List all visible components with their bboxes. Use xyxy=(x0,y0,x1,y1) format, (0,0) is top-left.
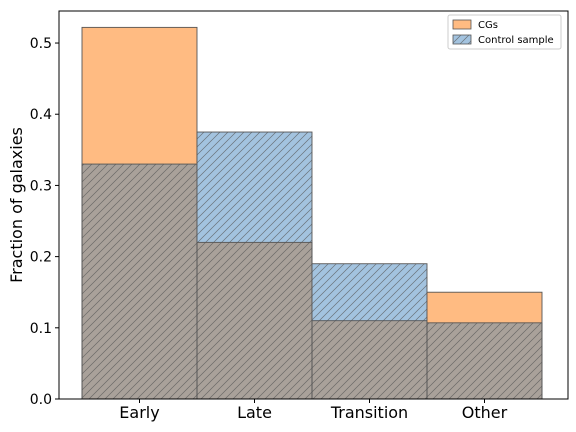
axes-layer: Early Late Transition Other 0.0 0.1 0.2 0.3 0.4 0… xyxy=(30,10,569,422)
x-tick-label: Late xyxy=(237,403,272,422)
x-tick-label: Other xyxy=(462,403,508,422)
legend-label-cgs: CGs xyxy=(478,20,498,31)
y-tick-label: 0.4 xyxy=(30,107,52,123)
bar-hatch-top-late xyxy=(197,132,312,243)
bar-cgs-early xyxy=(82,27,197,165)
bar-hatch-overlap-other xyxy=(427,322,542,399)
bar-hatch-top-transition xyxy=(312,263,427,321)
y-tick-label: 0.2 xyxy=(30,250,52,266)
y-axis-label: Fraction of galaxies xyxy=(7,127,26,283)
x-tick-label: Early xyxy=(119,403,159,422)
legend-swatch-cgs xyxy=(452,19,472,30)
bars-layer xyxy=(81,26,543,400)
y-tick-label: 0.3 xyxy=(30,178,52,194)
x-tick-label: Transition xyxy=(330,403,408,422)
plot-frame xyxy=(58,10,569,400)
y-tick-label: 0.5 xyxy=(30,36,52,52)
legend-swatch-hatch xyxy=(453,35,471,44)
bar-hatch-overlap-transition xyxy=(312,320,427,399)
y-tick-label: 0.0 xyxy=(30,392,52,408)
legend-box xyxy=(447,14,562,50)
legend: CGs Control sample xyxy=(447,14,562,50)
legend-label-control: Control sample xyxy=(478,35,554,46)
bar-hatch-overlap-early xyxy=(82,164,197,399)
bar-cgs-other xyxy=(427,292,542,323)
bar-hatch-overlap-late xyxy=(197,242,312,399)
y-tick-label: 0.1 xyxy=(30,321,52,337)
